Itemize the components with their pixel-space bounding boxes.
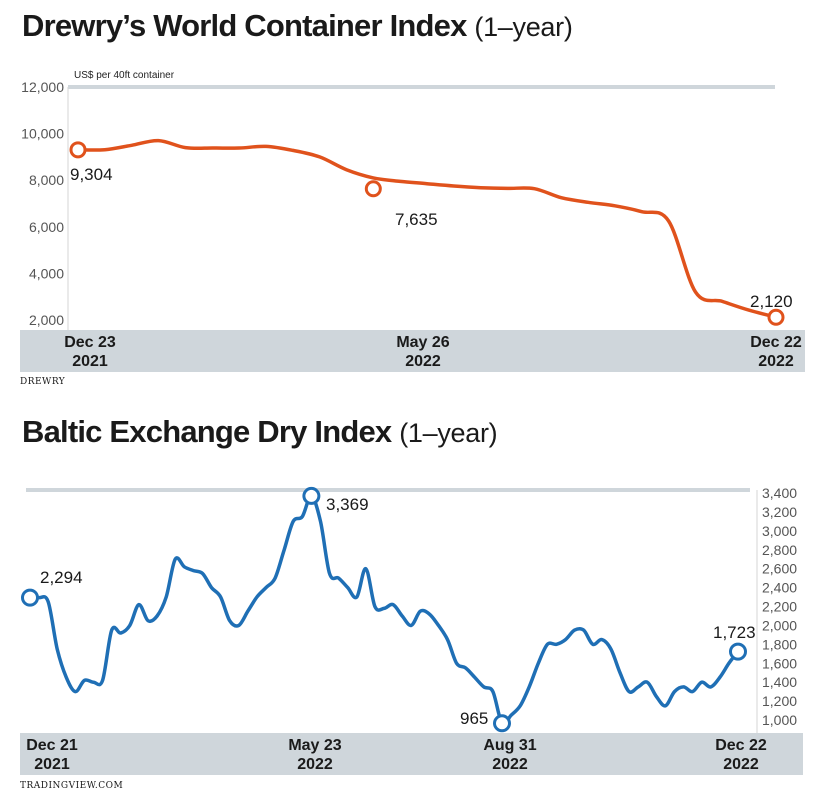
data-label: 2,294: [40, 568, 83, 587]
marker-aug31: [493, 714, 511, 733]
marker-dec22: [767, 308, 785, 326]
data-label: 2,120: [750, 292, 793, 311]
y-tick-label: 2,600: [762, 561, 797, 577]
y-tick-label: 3,200: [762, 504, 797, 520]
x-label-line2: 2022: [758, 353, 794, 370]
data-label: 1,723: [713, 623, 756, 642]
y-tick-label: 6,000: [29, 219, 64, 235]
data-label: 3,369: [326, 495, 369, 514]
marker-dec23: [69, 141, 87, 159]
y-tick-label: 2,800: [762, 542, 797, 558]
chart1-source: DREWRY: [20, 377, 66, 387]
x-label-line2: 2022: [723, 756, 759, 773]
data-label: 7,635: [395, 210, 438, 229]
y-tick-label: 12,000: [21, 79, 64, 95]
chart2-title: Baltic Exchange Dry Index (1–year): [22, 414, 498, 449]
y-tick-label: 1,200: [762, 693, 797, 709]
y-tick-label: 2,200: [762, 599, 797, 615]
y-tick-label: 2,000: [29, 312, 64, 328]
x-label-line2: 2022: [492, 756, 528, 773]
y-tick-label: 4,000: [29, 265, 64, 281]
x-label-line1: May 23: [288, 737, 341, 754]
wci-line: [77, 138, 777, 319]
y-tick-label: 1,800: [762, 636, 797, 652]
x-label-line1: Aug 31: [483, 737, 536, 754]
x-label-line2: 2021: [34, 756, 70, 773]
y-tick-label: 8,000: [29, 172, 64, 188]
x-label-line2: 2022: [297, 756, 333, 773]
chart1-subtitle: (1–year): [474, 12, 573, 42]
y-tick-label: 1,000: [762, 712, 797, 728]
x-label-line2: 2021: [72, 353, 108, 370]
y-tick-label: 3,000: [762, 523, 797, 539]
y-tick-label: 1,400: [762, 674, 797, 690]
x-label-line1: Dec 22: [750, 334, 802, 351]
data-label: 965: [460, 709, 488, 728]
y-tick-label: 2,400: [762, 580, 797, 596]
data-label: 9,304: [70, 165, 113, 184]
y-tick-label: 1,600: [762, 655, 797, 671]
x-label-line1: Dec 22: [715, 737, 767, 754]
marker-may26: [364, 180, 382, 198]
marker-dec22: [729, 642, 747, 661]
x-axis-band: [20, 733, 803, 775]
x-label-line1: May 26: [396, 334, 449, 351]
x-axis-band: [20, 330, 805, 372]
y-tick-label: 10,000: [21, 126, 64, 142]
y-tick-label: 2,000: [762, 617, 797, 633]
chart2-source: TRADINGVIEW.COM: [20, 781, 124, 791]
marker-dec21: [21, 588, 39, 607]
chart1-title: Drewry’s World Container Index (1–year): [22, 8, 573, 43]
chart1-svg: US$ per 40ft container 12,000 10,000 8,000 6…: [20, 70, 805, 372]
unit-label: US$ per 40ft container: [74, 70, 175, 81]
bdi-line: [29, 494, 740, 726]
marker-may23: [302, 486, 321, 505]
chart2-subtitle: (1–year): [399, 418, 498, 448]
x-label-line1: Dec 23: [64, 334, 116, 351]
x-label-line1: Dec 21: [26, 737, 78, 754]
y-tick-label: 3,400: [762, 485, 797, 501]
x-label-line2: 2022: [405, 353, 441, 370]
